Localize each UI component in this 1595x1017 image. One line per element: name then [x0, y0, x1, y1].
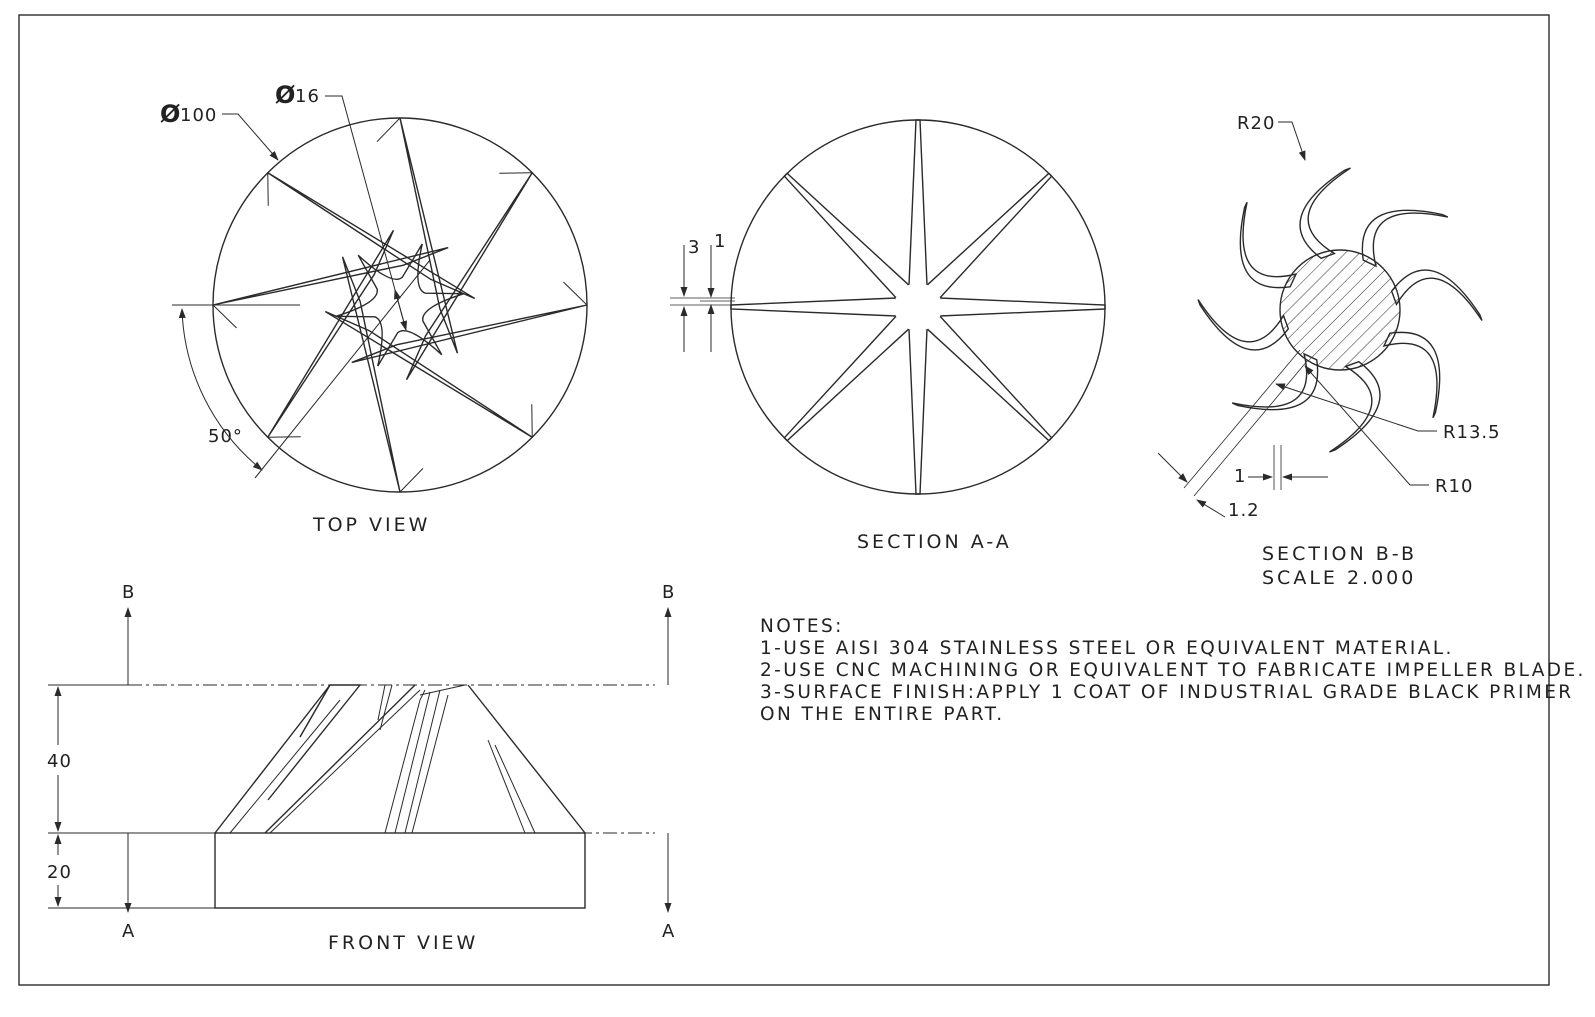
section-aa-blade	[783, 172, 910, 299]
top-view-blade	[399, 117, 459, 354]
marker-b-left: B	[122, 582, 135, 603]
section-marker-b: B B	[122, 582, 675, 685]
notes-line-3: 3-SURFACE FINISH:APPLY 1 COAT OF INDUSTR…	[760, 682, 1574, 703]
dim-r20-value: R20	[1237, 113, 1275, 134]
dim-hub-diameter: Ø 16	[275, 81, 408, 331]
dim-r10: R10	[1304, 365, 1473, 497]
dim-front-40: 40	[47, 751, 72, 772]
dim-r13-5-value: R13.5	[1443, 422, 1501, 443]
section-bb-hub	[1279, 249, 1401, 371]
section-bb-blade	[1299, 167, 1351, 260]
dim-section-aa-3: 3	[688, 237, 700, 258]
section-aa-blade	[926, 172, 1053, 299]
top-view-blade	[351, 304, 588, 364]
dim-blade-angle: 50°	[172, 259, 431, 479]
diameter-symbol-icon: Ø	[160, 100, 180, 128]
sheet-border	[18, 14, 1550, 986]
top-view-blades	[212, 117, 588, 493]
section-bb: R20 R13.5 R10 1 1.2 SECTION B-	[1157, 113, 1501, 589]
marker-a-right: A	[662, 921, 675, 942]
marker-b-right: B	[662, 582, 675, 603]
section-aa-label: SECTION A-A	[857, 531, 1012, 553]
section-aa-blade	[926, 315, 1053, 442]
diameter-symbol-icon: Ø	[275, 81, 295, 109]
top-view-blade	[341, 256, 401, 493]
top-view-hub	[335, 243, 465, 367]
section-bb-blades	[1197, 167, 1483, 453]
dim-outer-diameter: Ø 100	[160, 100, 279, 161]
dim-blade-angle-value: 50°	[208, 426, 243, 447]
top-view-blade-edge	[399, 468, 424, 493]
section-bb-label: SECTION B-B	[1262, 543, 1417, 565]
section-aa-blade	[908, 328, 928, 495]
section-aa-hub-cutout	[894, 283, 942, 331]
section-marker-a: A A	[122, 833, 675, 942]
section-bb-blade	[1197, 299, 1290, 351]
dim-section-aa-1: 1	[714, 231, 726, 252]
dim-r10-value: R10	[1435, 476, 1473, 497]
top-view-blade	[212, 246, 449, 306]
dim-front-20: 20	[47, 862, 72, 883]
notes-heading: NOTES:	[760, 616, 844, 637]
top-view-blade	[267, 229, 395, 438]
dim-bb-thickness-1: 1	[1234, 445, 1328, 490]
top-view-blade	[405, 172, 533, 381]
notes-line-1: 1-USE AISI 304 STAINLESS STEEL OR EQUIVA…	[760, 638, 1454, 659]
top-view-blade-edge	[376, 117, 401, 142]
dim-bb-thickness-1-2: 1.2	[1157, 349, 1309, 521]
section-aa: 3 1 SECTION A-A	[670, 119, 1106, 553]
dim-outer-diameter-value: 100	[180, 105, 217, 126]
top-view-blade-edge	[212, 304, 237, 329]
section-bb-blade	[1361, 209, 1449, 268]
top-view-hub-outline	[335, 243, 465, 367]
dim-r13-5: R13.5	[1275, 383, 1501, 443]
section-aa-blade	[939, 297, 1106, 317]
section-bb-blade	[1390, 269, 1483, 321]
dim-section-aa-thickness: 3 1	[670, 231, 735, 352]
marker-a-left: A	[122, 921, 135, 942]
section-bb-blade	[1239, 201, 1298, 289]
section-bb-blade	[1382, 331, 1441, 419]
notes-block: NOTES: 1-USE AISI 304 STAINLESS STEEL OR…	[760, 616, 1586, 725]
front-view: B B A A 40 20 FRONT VIEW	[47, 582, 675, 954]
section-bb-scale: SCALE 2.000	[1262, 567, 1416, 589]
top-view: Ø 100 Ø 16 50° TOP VIEW	[160, 81, 588, 536]
front-view-base	[214, 832, 586, 909]
dim-bb-1-2-value: 1.2	[1228, 500, 1260, 521]
top-view-label: TOP VIEW	[312, 514, 430, 536]
dim-bb-1-value: 1	[1234, 466, 1246, 487]
section-bb-blade	[1329, 360, 1381, 453]
front-view-blades	[214, 684, 586, 834]
dim-front-height: 40 20	[47, 686, 72, 907]
top-view-blade	[267, 172, 476, 300]
section-aa-blade	[783, 315, 910, 442]
top-view-blade	[324, 310, 533, 438]
section-aa-blade	[730, 297, 897, 317]
dim-hub-diameter-value: 16	[295, 86, 320, 107]
section-aa-blades	[730, 119, 1106, 495]
section-aa-blade	[908, 119, 928, 286]
notes-line-4: ON THE ENTIRE PART.	[760, 704, 1005, 725]
front-view-label: FRONT VIEW	[328, 932, 478, 954]
notes-line-2: 2-USE CNC MACHINING OR EQUIVALENT TO FAB…	[760, 660, 1586, 681]
top-view-blade-edge	[563, 281, 588, 306]
dim-r20: R20	[1237, 113, 1306, 161]
section-bb-blade	[1231, 352, 1319, 411]
